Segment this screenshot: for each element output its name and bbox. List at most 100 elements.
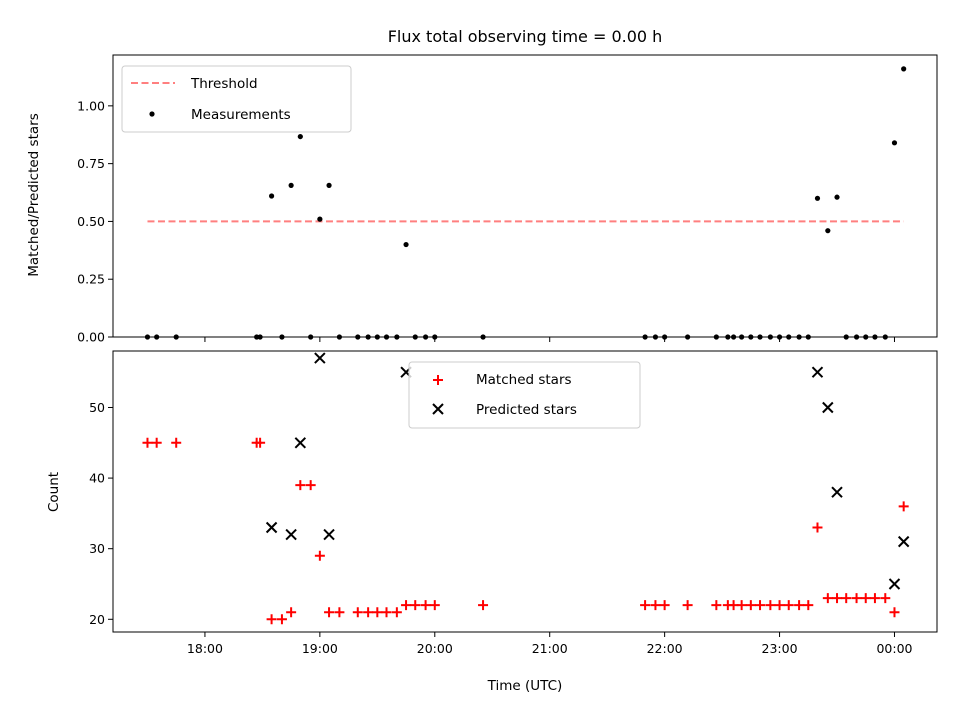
top-y-tick-label: 0.25 <box>77 272 105 287</box>
matched-stars-point <box>711 600 722 611</box>
matched-stars-point <box>755 600 766 611</box>
matched-stars-point <box>783 600 794 611</box>
bottom-y-tick-label: 30 <box>89 541 105 556</box>
bottom-axes: 20 30 40 50 18:00 19:00 20:00 21:00 22:00 23:00 00… <box>89 350 938 656</box>
predicted-stars-point <box>265 521 278 534</box>
matched-stars-point <box>898 501 909 512</box>
matched-stars-point <box>352 607 363 618</box>
x-tick-label: 00:00 <box>876 641 912 656</box>
matched-stars-point <box>372 607 383 618</box>
predicted-stars-point <box>888 578 901 590</box>
measurements-point <box>317 216 323 222</box>
matched-stars-point <box>794 600 805 611</box>
matched-stars-point <box>889 607 900 618</box>
matched-stars-point <box>650 600 661 611</box>
matched-stars-point <box>151 437 162 448</box>
matched-stars-point <box>334 607 345 618</box>
predicted-stars-point <box>294 437 307 449</box>
predicted-stars-legend-swatch <box>432 403 444 415</box>
x-tick-label: 22:00 <box>647 641 683 656</box>
top-legend-frame <box>121 65 352 133</box>
measurements-legend-label: Measurements <box>191 107 291 123</box>
measurements-point <box>403 241 409 248</box>
matched-stars-point <box>682 600 693 611</box>
matched-stars-point <box>659 600 670 611</box>
matched-stars-point <box>381 607 392 618</box>
matched-stars-point <box>391 607 402 618</box>
bottom-legend: Matched stars Predicted stars <box>408 361 641 429</box>
top-axes: 0.00 0.25 0.50 0.75 1.00 <box>77 54 938 345</box>
threshold-legend-label: Threshold <box>190 76 258 92</box>
matched-stars-point <box>812 522 823 533</box>
matched-stars-point <box>410 600 421 611</box>
measurements-point <box>901 66 907 72</box>
bottom-y-tick-label: 20 <box>89 612 105 627</box>
x-tick-label: 19:00 <box>302 641 338 656</box>
bottom-x-axis-label: Time (UTC) <box>487 678 563 694</box>
measurements-point <box>834 194 840 200</box>
matched-stars-point <box>880 593 891 604</box>
predicted-stars-point <box>831 486 843 498</box>
matched-stars-point <box>255 437 266 448</box>
matched-stars-point <box>171 437 182 448</box>
matched-stars-point <box>295 480 306 491</box>
predicted-stars-point <box>822 401 834 414</box>
matched-stars-point <box>851 593 862 604</box>
matched-stars-point <box>314 550 325 561</box>
x-tick-label: 21:00 <box>532 641 568 656</box>
matched-stars-point <box>276 614 287 625</box>
matched-stars-point <box>286 607 297 618</box>
measurements-point <box>288 182 294 188</box>
measurements-point <box>297 133 303 140</box>
predicted-stars-point <box>323 528 335 541</box>
matched-stars-legend-label: Matched stars <box>476 372 572 388</box>
predicted-stars-point <box>314 352 326 364</box>
matched-stars-point <box>774 600 785 611</box>
matched-stars-point <box>765 600 776 611</box>
matched-stars-point <box>832 593 843 604</box>
matched-stars-point <box>420 600 431 611</box>
measurements-point <box>814 195 821 201</box>
matched-stars-point <box>860 593 871 604</box>
matched-stars-point <box>736 600 747 611</box>
bottom-axes-frame <box>112 350 938 633</box>
x-tick-label: 23:00 <box>762 641 798 656</box>
matched-stars-point <box>266 614 277 625</box>
top-legend: Threshold Measurements <box>121 65 352 133</box>
matched-stars-point <box>869 593 880 604</box>
measurements-point <box>268 193 275 199</box>
predicted-stars-point <box>897 535 910 548</box>
bottom-y-tick-label: 40 <box>89 471 105 486</box>
matched-stars-point <box>640 600 651 611</box>
top-y-axis-label: Matched/Predicted stars <box>26 113 42 276</box>
matched-stars-point <box>429 600 440 611</box>
top-axes-frame <box>112 54 938 338</box>
bottom-y-tick-label: 50 <box>89 400 105 415</box>
matched-stars-point <box>142 437 153 448</box>
x-tick-label: 18:00 <box>187 641 223 656</box>
top-y-tick-label: 0.75 <box>77 156 105 171</box>
matched-stars-point <box>841 593 852 604</box>
matched-stars-point <box>363 607 374 618</box>
top-y-tick-label: 0.00 <box>77 330 105 345</box>
matched-stars-point <box>478 600 489 611</box>
x-tick-label: 20:00 <box>417 641 453 656</box>
bottom-y-axis-label: Count <box>46 472 62 512</box>
measurements-point <box>326 182 332 188</box>
predicted-stars-point <box>811 366 824 378</box>
top-y-tick-label: 1.00 <box>77 98 105 113</box>
matched-stars-point <box>401 600 412 611</box>
measurements-point <box>825 228 831 234</box>
measurements-legend-swatch <box>149 111 155 117</box>
top-y-tick-label: 0.50 <box>77 214 105 229</box>
bottom-legend-frame <box>408 361 641 429</box>
matched-stars-point <box>803 600 814 611</box>
matched-stars-point <box>305 480 316 491</box>
matched-stars-point <box>324 607 335 618</box>
matched-stars-point <box>822 593 833 604</box>
predicted-stars-legend-label: Predicted stars <box>476 402 577 418</box>
matched-stars-point <box>745 600 756 611</box>
top-chart-title: Flux total observing time = 0.00 h <box>388 27 663 46</box>
matched-stars-legend-swatch <box>433 375 443 385</box>
